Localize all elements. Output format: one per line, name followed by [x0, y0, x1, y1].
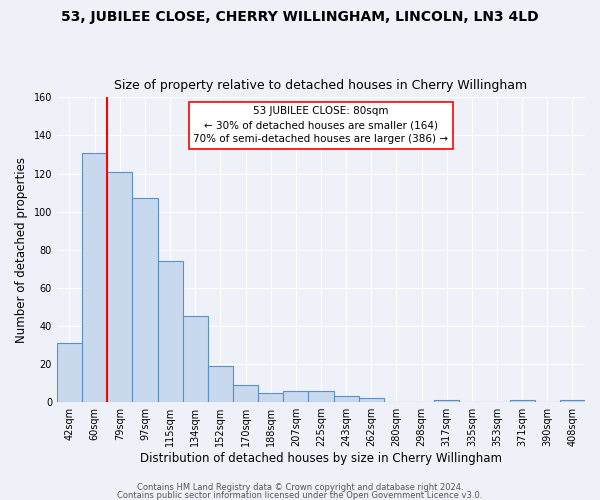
- Bar: [182, 316, 208, 402]
- Bar: [133, 198, 158, 402]
- Bar: [308, 390, 334, 402]
- Text: 53, JUBILEE CLOSE, CHERRY WILLINGHAM, LINCOLN, LN3 4LD: 53, JUBILEE CLOSE, CHERRY WILLINGHAM, LI…: [61, 10, 539, 24]
- Bar: [334, 396, 359, 402]
- Text: Contains public sector information licensed under the Open Government Licence v3: Contains public sector information licen…: [118, 490, 482, 500]
- Title: Size of property relative to detached houses in Cherry Willingham: Size of property relative to detached ho…: [115, 79, 527, 92]
- Bar: [82, 152, 107, 402]
- Text: 53 JUBILEE CLOSE: 80sqm
← 30% of detached houses are smaller (164)
70% of semi-d: 53 JUBILEE CLOSE: 80sqm ← 30% of detache…: [193, 106, 448, 144]
- Bar: [560, 400, 585, 402]
- Bar: [57, 343, 82, 402]
- Bar: [258, 392, 283, 402]
- Bar: [509, 400, 535, 402]
- Bar: [233, 385, 258, 402]
- Bar: [434, 400, 459, 402]
- Text: Contains HM Land Registry data © Crown copyright and database right 2024.: Contains HM Land Registry data © Crown c…: [137, 484, 463, 492]
- X-axis label: Distribution of detached houses by size in Cherry Willingham: Distribution of detached houses by size …: [140, 452, 502, 465]
- Bar: [283, 390, 308, 402]
- Bar: [208, 366, 233, 402]
- Bar: [359, 398, 384, 402]
- Bar: [107, 172, 133, 402]
- Y-axis label: Number of detached properties: Number of detached properties: [15, 156, 28, 342]
- Bar: [158, 261, 182, 402]
